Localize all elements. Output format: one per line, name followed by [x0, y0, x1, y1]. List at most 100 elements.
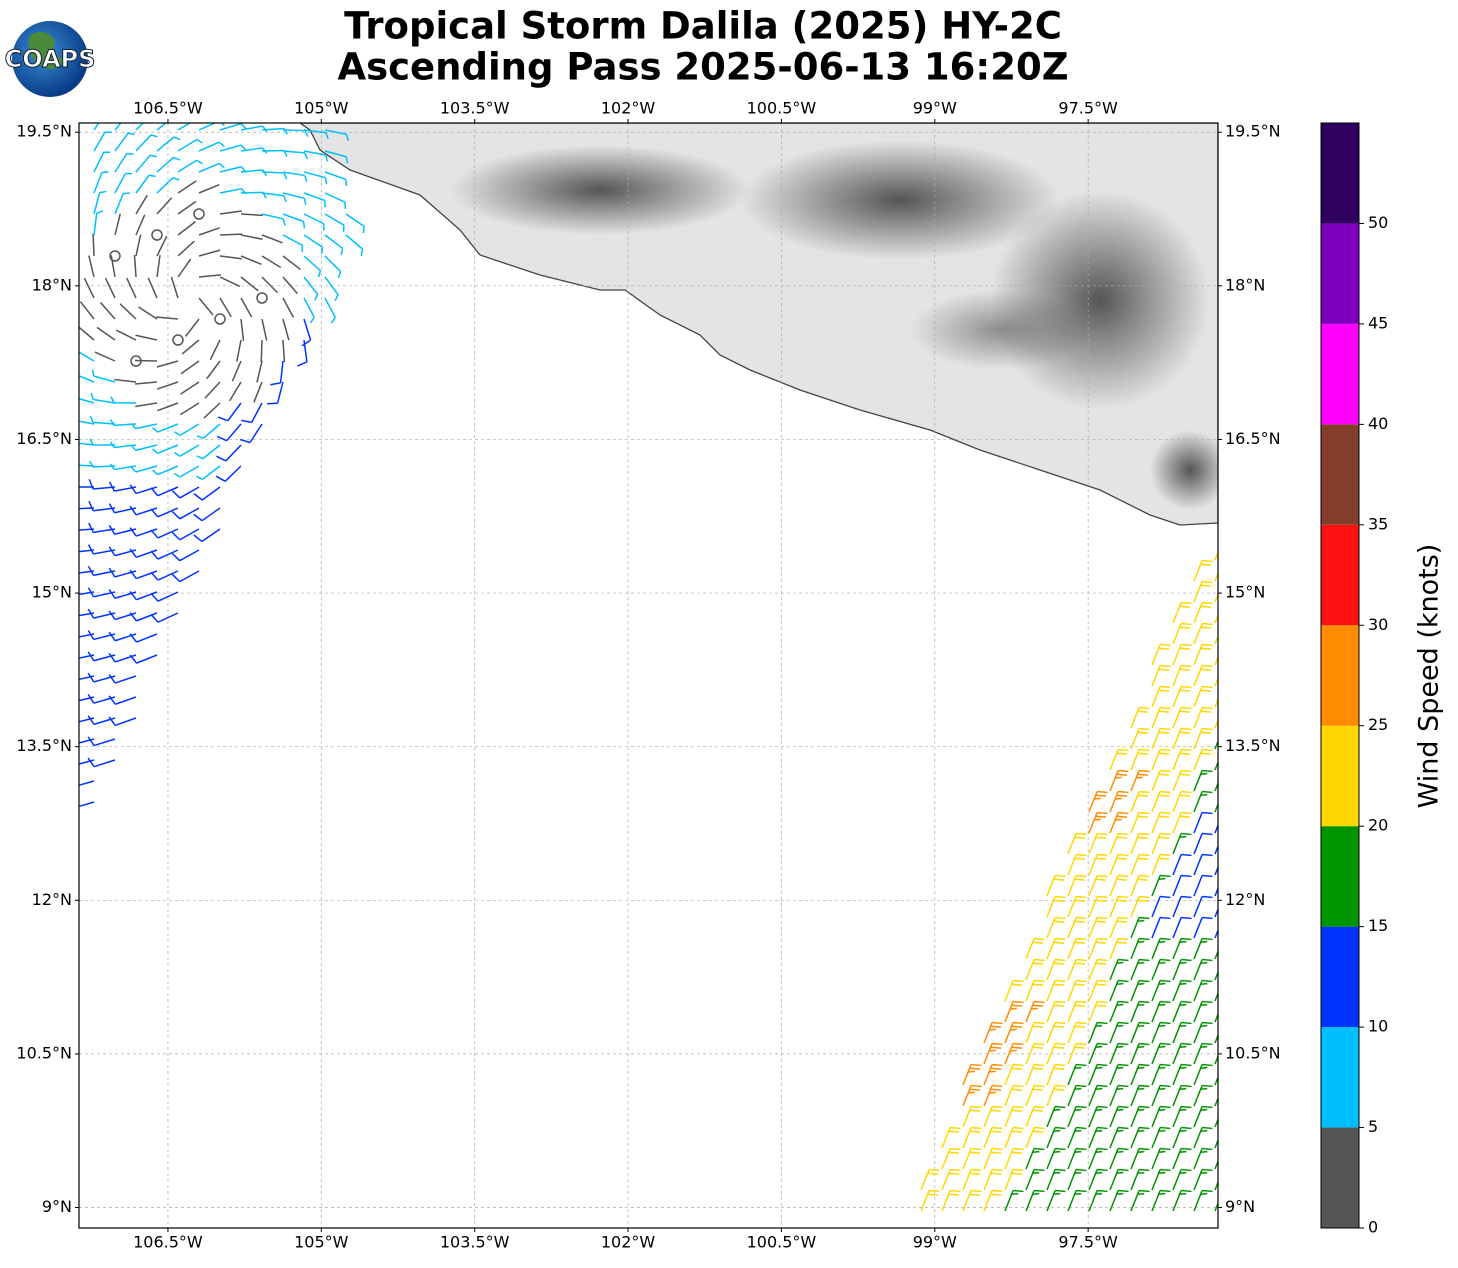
wind-barb — [1067, 874, 1087, 897]
y-tick-label: 12°N — [32, 890, 72, 909]
wind-barb — [79, 301, 95, 320]
wind-barb — [135, 334, 158, 341]
wind-barb — [115, 329, 137, 341]
wind-barb — [303, 234, 324, 254]
wind-barb — [303, 129, 329, 140]
x-tick-label: 102°W — [601, 99, 656, 118]
wind-barb — [156, 316, 179, 320]
wind-barb — [1088, 1168, 1108, 1191]
colorbar-tick-label: 20 — [1368, 816, 1388, 835]
wind-barb — [79, 486, 95, 488]
wind-barb — [324, 213, 345, 232]
wind-barb — [303, 192, 327, 208]
wind-barb — [152, 423, 179, 433]
wind-barb — [152, 465, 179, 476]
wind-barb — [126, 277, 137, 299]
wind-barb — [135, 214, 146, 236]
x-tick-label: 102°W — [601, 1233, 656, 1252]
wind-barb — [240, 234, 263, 240]
wind-barb — [1130, 1042, 1150, 1065]
wind-barb — [1088, 832, 1108, 855]
wind-barb — [240, 125, 268, 132]
wind-barb — [196, 465, 221, 480]
wind-barb — [1172, 1126, 1192, 1149]
wind-barb — [108, 695, 137, 705]
wind-barb — [1214, 550, 1218, 561]
wind-barb — [219, 233, 243, 236]
wind-barb — [1172, 979, 1192, 1002]
wind-barb — [962, 1105, 982, 1128]
wind-barb — [1172, 685, 1192, 708]
wind-barb — [324, 255, 342, 279]
wind-barb — [198, 274, 221, 278]
wind-barb — [177, 221, 196, 236]
wind-barb — [88, 255, 95, 278]
colorbar-tick-label: 40 — [1368, 414, 1388, 433]
wind-barb — [962, 1189, 982, 1212]
wind-barb — [129, 590, 158, 601]
wind-barb — [1025, 1105, 1045, 1128]
colorbar-bin — [1321, 123, 1359, 224]
wind-barb — [1025, 1168, 1045, 1191]
wind-barb — [1025, 1126, 1045, 1149]
wind-barb — [1067, 1021, 1087, 1044]
wind-barb — [1151, 790, 1171, 813]
y-tick-label: 12°N — [1225, 890, 1265, 909]
wind-barb — [1214, 697, 1218, 708]
wind-barb — [206, 360, 221, 380]
wind-barb — [96, 326, 116, 341]
wind-barb — [104, 277, 116, 299]
wind-barb — [79, 528, 95, 531]
wind-barb — [1172, 832, 1192, 855]
wind-barb — [1088, 853, 1108, 876]
wind-barb — [1151, 874, 1171, 897]
wind-barb — [217, 402, 242, 422]
wind-barb — [1214, 886, 1218, 897]
wind-barb — [150, 591, 179, 602]
wind-barb — [1130, 769, 1150, 792]
wind-barb — [1172, 601, 1192, 624]
wind-barb — [1130, 832, 1150, 855]
wind-barb — [1193, 1063, 1213, 1086]
wind-barb — [1193, 622, 1213, 645]
wind-barb — [282, 255, 301, 271]
wind-barb — [1172, 811, 1192, 834]
wind-barb — [1193, 979, 1213, 1002]
wind-barb — [1109, 853, 1129, 876]
wind-barb — [1004, 1126, 1024, 1149]
wind-barb — [1214, 718, 1218, 729]
wind-barb — [983, 1168, 1003, 1191]
wind-barb — [228, 381, 242, 402]
wind-barb — [193, 507, 221, 522]
wind-barb — [198, 227, 221, 236]
wind-barb — [1151, 1168, 1171, 1191]
wind-barb — [1130, 874, 1150, 897]
wind-barb — [1151, 664, 1171, 687]
wind-barb — [177, 240, 195, 257]
wind-barb — [135, 154, 157, 173]
wind-barb — [1004, 979, 1024, 1002]
wind-barb — [134, 359, 158, 362]
y-tick-label: 16.5°N — [16, 429, 72, 448]
wind-barb — [171, 486, 200, 499]
wind-barb — [174, 423, 200, 437]
wind-barb — [219, 144, 247, 152]
wind-barb — [1214, 571, 1218, 582]
wind-barb — [1130, 706, 1150, 729]
wind-barb — [179, 402, 200, 416]
wind-barb — [174, 444, 200, 457]
wind-barb — [345, 234, 364, 256]
wind-barb — [177, 200, 197, 215]
wind-barb — [79, 780, 95, 786]
wind-barb — [1151, 895, 1171, 918]
wind-barb — [1130, 1126, 1150, 1149]
wind-barb — [1172, 1084, 1192, 1107]
subtitle: Ascending Pass 2025-06-13 16:20Z — [337, 46, 1068, 89]
y-tick-label: 16.5°N — [1225, 429, 1281, 448]
wind-barb — [1088, 811, 1108, 834]
wind-barb — [324, 129, 350, 142]
terrain — [450, 145, 750, 235]
wind-barb — [1046, 1063, 1066, 1086]
colorbar-tick-label: 50 — [1368, 213, 1388, 232]
wind-barb — [1067, 916, 1087, 939]
